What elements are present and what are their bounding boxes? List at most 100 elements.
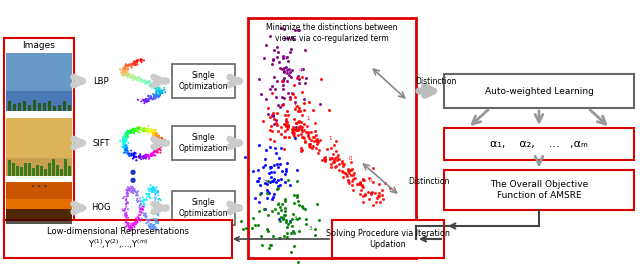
Point xyxy=(289,193,299,198)
Point xyxy=(148,189,158,193)
Point xyxy=(123,67,133,71)
Point xyxy=(143,192,154,196)
Point xyxy=(264,34,275,38)
Point xyxy=(276,208,287,213)
Point xyxy=(287,212,298,216)
Point xyxy=(129,128,140,133)
Point xyxy=(124,152,134,156)
Point xyxy=(269,117,279,121)
Point xyxy=(152,134,162,139)
Point xyxy=(153,211,163,216)
Point xyxy=(138,195,148,200)
Point xyxy=(125,224,135,228)
Point xyxy=(279,26,289,31)
Point xyxy=(136,79,147,84)
Point xyxy=(141,152,151,157)
Point xyxy=(283,124,293,129)
Point xyxy=(131,78,141,82)
Point xyxy=(268,111,278,115)
Point xyxy=(298,122,308,126)
FancyBboxPatch shape xyxy=(444,74,634,108)
Point xyxy=(127,185,138,190)
Point xyxy=(134,127,145,131)
Text: Single
Optimization: Single Optimization xyxy=(179,198,228,218)
Point xyxy=(151,226,161,231)
Point xyxy=(326,165,337,169)
Point xyxy=(132,129,143,133)
Point xyxy=(150,225,160,229)
Point xyxy=(150,203,161,208)
Point xyxy=(119,150,129,155)
Point xyxy=(152,212,162,216)
Point xyxy=(147,154,157,158)
Point xyxy=(118,145,129,149)
Point xyxy=(120,145,131,150)
Point xyxy=(140,82,150,86)
Point xyxy=(155,92,165,96)
Point xyxy=(123,148,133,153)
Point xyxy=(325,156,335,161)
Point xyxy=(319,155,330,160)
Point xyxy=(156,140,166,144)
Point xyxy=(136,202,146,206)
Point xyxy=(140,198,150,202)
Point xyxy=(158,140,168,145)
Point xyxy=(278,77,289,82)
Point xyxy=(151,150,161,154)
Point xyxy=(269,48,280,52)
Point xyxy=(141,97,152,101)
Point xyxy=(129,189,140,194)
Point xyxy=(140,213,150,218)
Point xyxy=(373,194,383,198)
Point xyxy=(342,174,353,179)
Point xyxy=(135,207,145,212)
Point xyxy=(281,167,291,171)
Point xyxy=(377,192,387,197)
Point xyxy=(132,221,142,225)
Point xyxy=(329,160,339,165)
Point xyxy=(125,187,135,191)
FancyBboxPatch shape xyxy=(63,101,66,111)
Point xyxy=(291,121,301,126)
Point xyxy=(152,140,162,145)
Point xyxy=(122,222,132,226)
Point xyxy=(147,97,157,102)
Point xyxy=(292,179,303,183)
Point xyxy=(124,72,134,76)
Point xyxy=(120,65,131,69)
Point xyxy=(132,198,142,203)
Point xyxy=(149,86,159,90)
Point xyxy=(159,86,169,90)
Point xyxy=(131,216,141,221)
Point xyxy=(289,107,300,111)
Point xyxy=(152,132,163,137)
Point xyxy=(259,207,269,212)
Point xyxy=(129,62,140,67)
Point xyxy=(266,170,276,174)
Point xyxy=(148,82,158,86)
Point xyxy=(137,204,147,208)
Point xyxy=(120,142,131,147)
Point xyxy=(348,188,358,192)
Point xyxy=(348,177,358,181)
Point xyxy=(149,153,159,157)
Point xyxy=(148,225,159,229)
Point xyxy=(127,225,137,229)
Point xyxy=(120,65,130,69)
Point xyxy=(129,187,140,192)
Point xyxy=(145,183,156,187)
Point xyxy=(271,162,282,167)
Point xyxy=(124,73,134,78)
Point xyxy=(275,183,285,187)
Point xyxy=(269,163,280,168)
Point xyxy=(273,103,284,108)
Point xyxy=(298,205,308,210)
Point xyxy=(308,135,319,139)
Point xyxy=(261,148,271,153)
Point xyxy=(288,92,298,97)
Point xyxy=(286,231,296,235)
Point xyxy=(121,210,131,215)
Point xyxy=(147,127,157,132)
Point xyxy=(128,151,138,156)
Point xyxy=(120,135,131,139)
